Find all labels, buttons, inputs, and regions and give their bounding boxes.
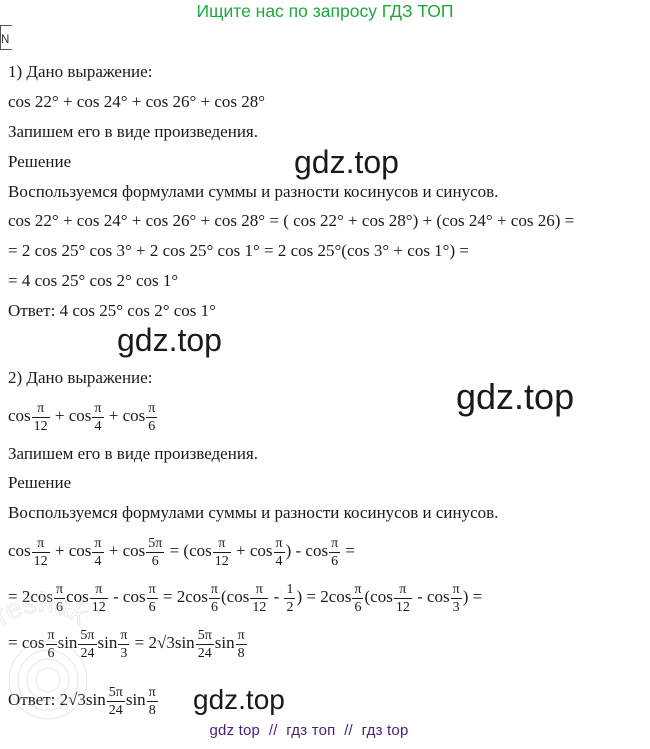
svg-text:reshak: reshak — [0, 587, 94, 631]
